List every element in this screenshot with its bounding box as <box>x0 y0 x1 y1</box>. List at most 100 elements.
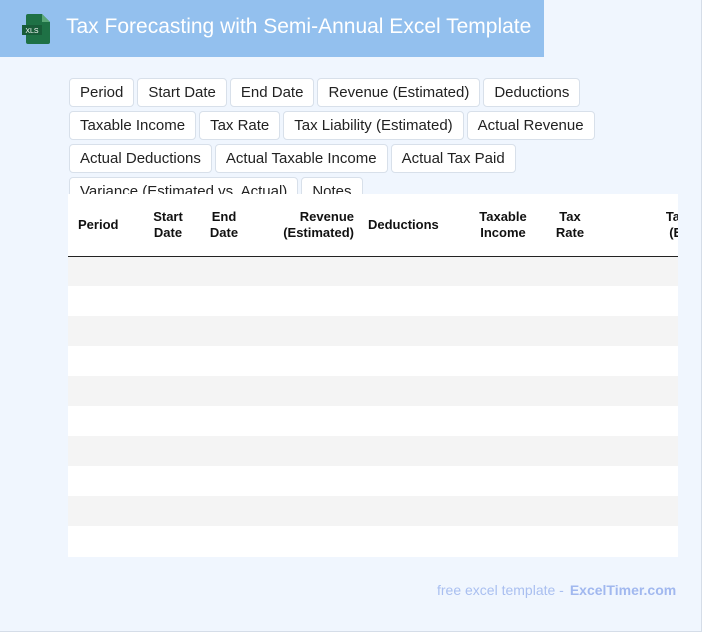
table-cell[interactable] <box>597 526 678 556</box>
table-cell[interactable] <box>455 256 543 286</box>
xls-file-icon: XLS <box>22 14 50 44</box>
table-cell[interactable] <box>362 286 455 316</box>
table-cell[interactable] <box>597 406 678 436</box>
table-cell[interactable] <box>543 286 597 316</box>
table-cell[interactable] <box>193 376 255 406</box>
table-cell[interactable] <box>362 376 455 406</box>
chip-tax-liability-estimated[interactable]: Tax Liability (Estimated) <box>283 111 464 140</box>
table-cell[interactable] <box>255 256 362 286</box>
table-cell[interactable] <box>193 496 255 526</box>
table-cell[interactable] <box>68 466 143 496</box>
chip-period[interactable]: Period <box>69 78 135 107</box>
chip-end-date[interactable]: End Date <box>229 78 315 107</box>
table-cell[interactable] <box>68 406 143 436</box>
table-cell[interactable] <box>143 376 193 406</box>
table-cell[interactable] <box>143 436 193 466</box>
chip-deductions[interactable]: Deductions <box>483 78 581 107</box>
table-cell[interactable] <box>68 346 143 376</box>
table-cell[interactable] <box>255 466 362 496</box>
chip-taxable-income[interactable]: Taxable Income <box>69 111 197 140</box>
table-cell[interactable] <box>193 526 255 556</box>
table-cell[interactable] <box>68 376 143 406</box>
table-cell[interactable] <box>255 316 362 346</box>
chip-tax-rate[interactable]: Tax Rate <box>199 111 281 140</box>
table-cell[interactable] <box>255 496 362 526</box>
table-cell[interactable] <box>455 526 543 556</box>
table-cell[interactable] <box>597 436 678 466</box>
table-cell[interactable] <box>193 406 255 436</box>
table-cell[interactable] <box>597 316 678 346</box>
table-cell[interactable] <box>597 466 678 496</box>
table-cell[interactable] <box>143 496 193 526</box>
table-cell[interactable] <box>68 256 143 286</box>
table-cell[interactable] <box>143 286 193 316</box>
table-cell[interactable] <box>362 526 455 556</box>
table-cell[interactable] <box>362 256 455 286</box>
table-cell[interactable] <box>597 496 678 526</box>
table-cell[interactable] <box>543 256 597 286</box>
table-cell[interactable] <box>543 316 597 346</box>
table-cell[interactable] <box>255 376 362 406</box>
table-cell[interactable] <box>193 436 255 466</box>
table-cell[interactable] <box>68 286 143 316</box>
table-cell[interactable] <box>68 436 143 466</box>
table-cell[interactable] <box>143 406 193 436</box>
table-cell[interactable] <box>597 346 678 376</box>
chip-actual-taxable-income[interactable]: Actual Taxable Income <box>214 144 388 173</box>
table-cell[interactable] <box>193 346 255 376</box>
table-cell[interactable] <box>597 376 678 406</box>
table-cell[interactable] <box>543 376 597 406</box>
table-cell[interactable] <box>255 436 362 466</box>
footer-text: free excel template - <box>437 582 564 598</box>
table-cell[interactable] <box>255 346 362 376</box>
table-cell[interactable] <box>143 256 193 286</box>
table-cell[interactable] <box>543 406 597 436</box>
table-cell[interactable] <box>543 466 597 496</box>
table-cell[interactable] <box>68 526 143 556</box>
table-cell[interactable] <box>455 286 543 316</box>
table-cell[interactable] <box>362 316 455 346</box>
table-cell[interactable] <box>143 316 193 346</box>
table-cell[interactable] <box>193 256 255 286</box>
table-cell[interactable] <box>455 406 543 436</box>
table-cell[interactable] <box>255 526 362 556</box>
table-cell[interactable] <box>543 436 597 466</box>
table-cell[interactable] <box>143 526 193 556</box>
table-cell[interactable] <box>455 316 543 346</box>
table-cell[interactable] <box>143 466 193 496</box>
table-cell[interactable] <box>193 316 255 346</box>
table-cell[interactable] <box>362 406 455 436</box>
table-cell[interactable] <box>455 376 543 406</box>
chip-actual-deductions[interactable]: Actual Deductions <box>69 144 212 173</box>
table-cell[interactable] <box>362 436 455 466</box>
table-cell[interactable] <box>193 286 255 316</box>
chip-revenue-estimated[interactable]: Revenue (Estimated) <box>317 78 481 107</box>
table-cell[interactable] <box>255 286 362 316</box>
table-cell[interactable] <box>455 466 543 496</box>
chip-start-date[interactable]: Start Date <box>137 78 227 107</box>
table-cell[interactable] <box>68 496 143 526</box>
table-cell[interactable] <box>597 286 678 316</box>
table-cell[interactable] <box>68 316 143 346</box>
table-cell[interactable] <box>543 526 597 556</box>
table-cell[interactable] <box>597 256 678 286</box>
table-row <box>68 256 678 286</box>
footer-brand-link[interactable]: ExcelTimer.com <box>569 582 677 598</box>
table-cell[interactable] <box>455 436 543 466</box>
table-cell[interactable] <box>362 466 455 496</box>
table-cell[interactable] <box>193 466 255 496</box>
table-row <box>68 346 678 376</box>
table-cell[interactable] <box>543 496 597 526</box>
table-cell[interactable] <box>455 346 543 376</box>
col-start-date: Start Date <box>143 194 193 257</box>
table-cell[interactable] <box>362 346 455 376</box>
table-cell[interactable] <box>255 406 362 436</box>
chip-actual-revenue[interactable]: Actual Revenue <box>466 111 595 140</box>
chip-actual-tax-paid[interactable]: Actual Tax Paid <box>390 144 516 173</box>
table-cell[interactable] <box>455 496 543 526</box>
col-end-date: End Date <box>193 194 255 257</box>
table-header-row: Period Start Date End Date Revenue (Esti… <box>68 194 678 257</box>
table-cell[interactable] <box>362 496 455 526</box>
table-cell[interactable] <box>543 346 597 376</box>
table-cell[interactable] <box>143 346 193 376</box>
